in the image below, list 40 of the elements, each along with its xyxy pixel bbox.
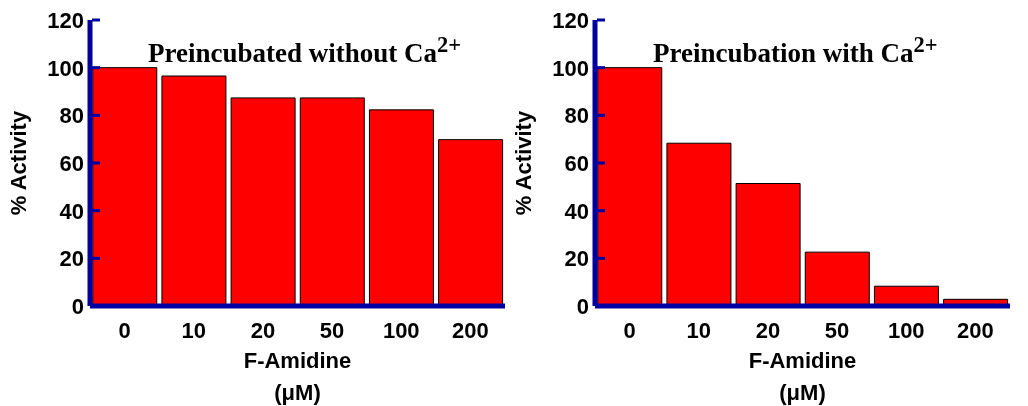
- x-tick-label: 20: [755, 318, 781, 343]
- x-tick-label: 10: [181, 318, 206, 343]
- x-axis-title: F-Amidine (μM): [243, 348, 352, 405]
- y-tick-label: 80: [564, 103, 589, 129]
- x-tick-label: 50: [824, 318, 850, 343]
- y-tick-label: 20: [59, 246, 84, 272]
- y-axis-title: % Activity: [5, 110, 31, 216]
- y-tick-label: 120: [47, 8, 84, 33]
- bar: [438, 139, 504, 306]
- bar: [230, 97, 296, 306]
- x-tick-label: 50: [319, 318, 345, 343]
- x-tick-label: 0: [118, 318, 131, 343]
- x-tick-label: 100: [887, 318, 925, 343]
- bar: [299, 97, 365, 306]
- y-tick-label: 100: [47, 55, 84, 81]
- y-tick-label: 80: [59, 103, 84, 129]
- bar: [161, 75, 227, 306]
- y-tick-label: 60: [59, 151, 84, 176]
- x-tick-label: 200: [452, 318, 489, 343]
- bar: [666, 142, 732, 306]
- y-tick-label: 60: [564, 151, 589, 176]
- x-tick-label: 0: [623, 318, 636, 343]
- y-tick-label: 100: [552, 55, 589, 81]
- y-tick-label: 120: [552, 8, 589, 33]
- y-tick-label: 20: [564, 246, 589, 272]
- x-axis-title: F-Amidine (μM): [748, 348, 857, 405]
- y-tick-label: 40: [564, 198, 589, 224]
- y-axis-title: % Activity: [510, 110, 536, 216]
- bar: [804, 251, 870, 306]
- text: Preincubation with Ca$^{2+}$: [653, 32, 938, 69]
- bar: [368, 109, 434, 306]
- bar: [735, 183, 801, 306]
- x-tick-label: 20: [250, 318, 276, 343]
- x-tick-label: 200: [957, 318, 994, 343]
- x-tick-label: 100: [382, 318, 420, 343]
- y-tick-label: 0: [71, 294, 84, 319]
- y-tick-label: 0: [576, 294, 589, 319]
- text: Preincubated without Ca$^{2+}$: [148, 32, 462, 69]
- y-tick-label: 40: [59, 198, 84, 224]
- x-tick-label: 10: [686, 318, 711, 343]
